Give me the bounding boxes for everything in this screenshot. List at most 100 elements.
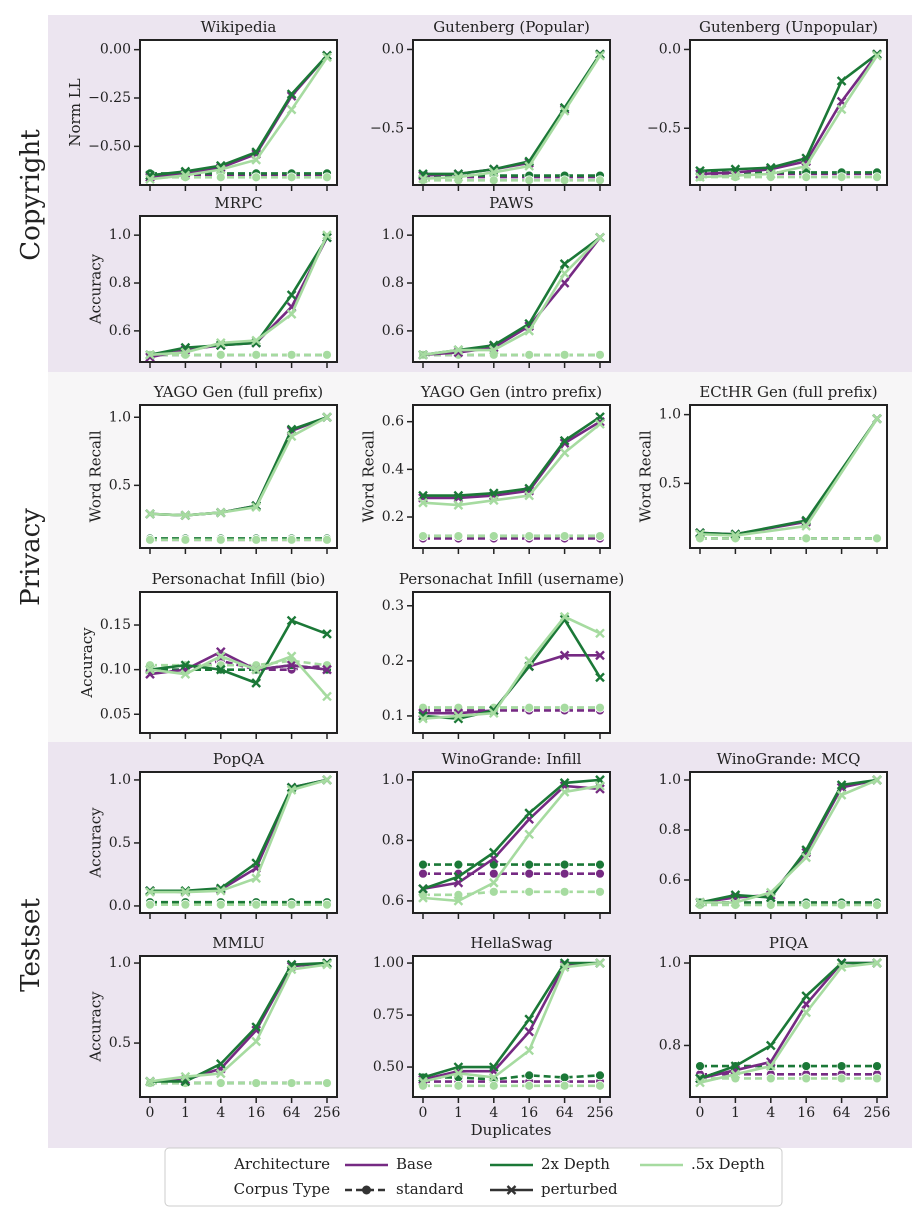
marker	[524, 1026, 535, 1037]
marker	[488, 708, 499, 719]
series-line	[149, 54, 328, 177]
marker	[322, 691, 332, 702]
marker	[418, 490, 428, 501]
marker	[801, 161, 812, 171]
x-tick-label: 256	[587, 1105, 614, 1121]
marker	[286, 172, 297, 183]
marker	[488, 1080, 499, 1091]
marker	[488, 495, 499, 506]
marker	[453, 711, 464, 721]
plot-frame	[412, 404, 611, 549]
marker	[524, 531, 535, 541]
marker	[836, 172, 847, 183]
series-line	[422, 961, 601, 1083]
marker	[145, 509, 155, 519]
marker	[488, 1072, 499, 1083]
marker	[524, 655, 535, 666]
marker	[595, 531, 605, 541]
y-tick-label: −0.5	[370, 120, 404, 136]
marker	[765, 1040, 776, 1051]
series-line	[149, 650, 328, 676]
plot-frame	[139, 591, 338, 734]
plot-area	[413, 40, 610, 185]
plot-frame	[139, 39, 338, 186]
marker	[215, 507, 226, 518]
plot-area	[690, 40, 887, 185]
legend-marker	[362, 1185, 371, 1195]
marker	[730, 1069, 741, 1080]
series-line	[423, 1074, 601, 1081]
marker	[286, 651, 297, 662]
series	[695, 958, 882, 1088]
marker	[418, 859, 428, 870]
y-tick-label: 0.8	[382, 832, 404, 848]
x-axis-label: Duplicates	[471, 1121, 552, 1139]
row-label: Testset	[16, 898, 46, 992]
marker	[524, 326, 535, 336]
marker	[559, 962, 570, 973]
marker	[801, 1007, 812, 1018]
marker	[453, 345, 464, 355]
marker	[215, 664, 226, 675]
marker	[801, 172, 812, 183]
marker	[872, 413, 882, 424]
y-tick-label: 0.2	[382, 653, 404, 669]
y-tick-label: 0.5	[109, 1035, 131, 1051]
marker	[595, 650, 605, 661]
marker	[251, 335, 262, 346]
marker	[872, 900, 882, 910]
marker	[595, 349, 605, 360]
marker	[595, 419, 605, 429]
marker	[595, 886, 605, 897]
plot-frame	[412, 771, 611, 914]
y-tick-label: 0.5	[109, 835, 131, 851]
plot-frame	[689, 404, 888, 549]
x-tick-label: 256	[864, 1105, 891, 1121]
plot-frame	[412, 39, 611, 186]
row-label: Privacy	[16, 508, 46, 606]
panel-title: PopQA	[213, 750, 264, 768]
marker	[559, 650, 570, 661]
series	[145, 959, 332, 1087]
marker	[215, 1059, 226, 1069]
marker	[215, 349, 226, 360]
marker	[180, 170, 191, 181]
marker	[215, 534, 226, 545]
y-tick-label: 1.0	[109, 772, 131, 788]
marker	[695, 1077, 705, 1088]
marker	[145, 887, 155, 897]
marker	[215, 899, 226, 910]
marker	[251, 1078, 262, 1088]
marker	[322, 664, 332, 675]
series	[418, 859, 605, 870]
y-tick-label: −0.50	[88, 138, 131, 154]
marker	[215, 164, 226, 175]
legend-title: Architecture	[233, 1155, 330, 1173]
marker	[801, 533, 812, 544]
marker	[524, 702, 535, 713]
series	[418, 412, 605, 501]
plot-frame	[412, 955, 611, 1098]
marker	[765, 887, 776, 898]
plot-area	[140, 772, 337, 913]
plot-area	[140, 956, 337, 1097]
series-line	[423, 415, 601, 497]
legend-label: Base	[396, 1155, 433, 1173]
marker	[145, 1076, 155, 1087]
y-tick-label: 1.00	[373, 955, 404, 971]
series-line	[422, 423, 601, 507]
legend-box	[164, 1147, 783, 1207]
marker	[524, 161, 535, 171]
panel-title: YAGO Gen (full prefix)	[153, 383, 323, 401]
marker	[286, 534, 297, 545]
marker	[595, 175, 605, 186]
series	[418, 868, 605, 879]
series-line	[150, 961, 328, 1083]
marker	[765, 900, 776, 910]
marker	[322, 52, 332, 63]
plot-frame	[139, 404, 338, 549]
marker	[559, 886, 570, 897]
marker	[322, 775, 332, 785]
y-tick-label: 0.8	[659, 1037, 681, 1053]
